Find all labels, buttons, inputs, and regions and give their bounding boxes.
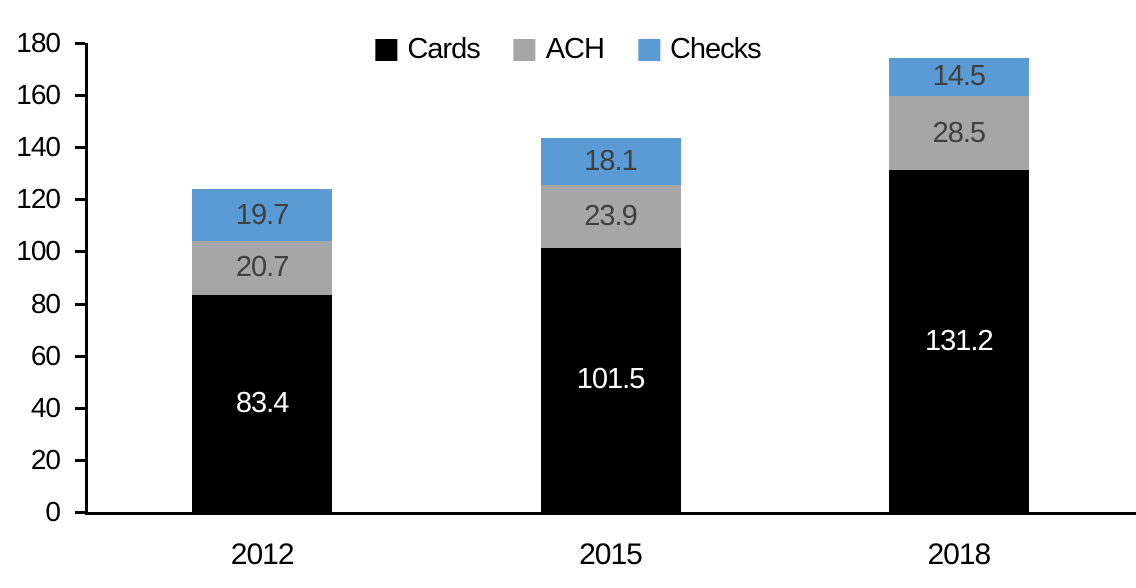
x-axis-line [85, 512, 1136, 515]
y-axis-tick-label: 40 [30, 391, 61, 423]
y-axis-tick-mark [75, 511, 85, 514]
y-axis-tick-label: 60 [30, 339, 61, 371]
bar-segment-ach-2012: 20.7 [192, 240, 333, 295]
y-axis-tick-mark [75, 406, 85, 410]
bar-value-label: 101.5 [576, 363, 646, 396]
y-axis-line [85, 43, 88, 515]
legend-item-ach: ACH [513, 33, 605, 66]
x-axis-label-2015: 2015 [579, 538, 643, 571]
y-axis-tick-label: 100 [16, 235, 61, 267]
y-axis-tick-label: 160 [16, 79, 61, 111]
y-axis-tick-label: 140 [16, 131, 61, 163]
x-axis-label-2012: 2012 [230, 538, 295, 571]
y-axis-tick-label: 20 [30, 443, 61, 475]
y-axis-tick-mark [75, 42, 85, 45]
bar-segment-cards-2015: 101.5 [540, 247, 681, 512]
y-axis-tick-mark [75, 458, 85, 462]
y-axis-tick-label: 180 [16, 27, 61, 58]
bar-value-label: 18.1 [584, 145, 637, 178]
y-axis-tick-mark [75, 302, 85, 306]
y-axis-tick-mark [75, 94, 85, 98]
legend-label-cards: Cards [407, 33, 480, 65]
y-axis-tick-label: 80 [30, 287, 61, 319]
bar-segment-checks-2012: 19.7 [192, 189, 333, 241]
bar-value-label: 19.7 [235, 198, 289, 231]
x-axis-label-2018: 2018 [927, 538, 991, 571]
bar-segment-ach-2015: 23.9 [540, 185, 681, 248]
y-axis-tick-label: 120 [16, 183, 61, 215]
legend: Cards ACH Checks [375, 33, 762, 66]
bar-value-label: 23.9 [584, 199, 637, 232]
legend-swatch-ach [513, 38, 536, 61]
bar-segment-ach-2018: 28.5 [888, 95, 1029, 171]
legend-swatch-checks [637, 38, 660, 61]
bar-value-label: 131.2 [925, 324, 994, 357]
y-axis-tick-label: 0 [45, 496, 61, 527]
legend-label-checks: Checks [669, 33, 762, 65]
legend-item-checks: Checks [637, 33, 762, 66]
bar-segment-cards-2018: 131.2 [888, 170, 1029, 512]
y-axis-tick-mark [75, 198, 85, 202]
legend-label-ach: ACH [545, 33, 605, 65]
bar-segment-checks-2018: 14.5 [888, 58, 1029, 96]
bar-value-label: 20.7 [235, 251, 289, 284]
legend-swatch-cards [375, 38, 398, 61]
legend-item-cards: Cards [375, 33, 481, 66]
bar-segment-cards-2012: 83.4 [192, 294, 333, 512]
bar-segment-checks-2015: 18.1 [540, 138, 681, 186]
bar-value-label: 83.4 [235, 386, 289, 419]
bar-value-label: 28.5 [932, 116, 986, 149]
y-axis-tick-mark [75, 354, 85, 358]
bar-value-label: 14.5 [932, 60, 986, 93]
y-axis-tick-mark [75, 250, 85, 254]
y-axis-tick-mark [75, 146, 85, 150]
